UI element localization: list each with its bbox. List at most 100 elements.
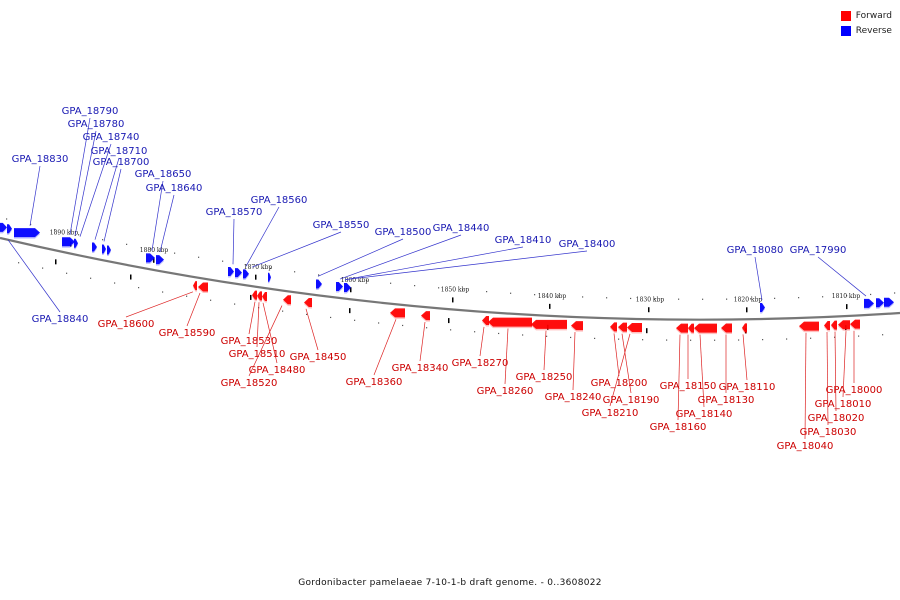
scale-dot bbox=[78, 234, 80, 236]
scale-label: 1810 kbp bbox=[832, 293, 861, 300]
gene-arrow-shadow bbox=[193, 282, 197, 292]
genome-backbone bbox=[0, 236, 900, 321]
forward-gene-label: GPA_18360 bbox=[346, 377, 403, 388]
forward-gene-label: GPA_18110 bbox=[719, 382, 776, 393]
gene-arrow-shadow bbox=[228, 268, 234, 278]
scale-dot bbox=[762, 339, 764, 341]
gene-arrow-shadow bbox=[14, 229, 40, 239]
reverse-gene-leader bbox=[245, 206, 280, 267]
reverse-gene-label: GPA_18740 bbox=[83, 132, 140, 143]
reverse-gene-arrow bbox=[760, 303, 765, 313]
scale-dot bbox=[570, 336, 572, 339]
gene-arrow-shadow bbox=[0, 224, 7, 234]
forward-gene-label: GPA_18210 bbox=[582, 408, 639, 419]
reverse-gene-label: GPA_17990 bbox=[790, 245, 847, 256]
forward-gene-leader bbox=[479, 326, 485, 357]
reverse-gene-arrow bbox=[146, 253, 155, 263]
forward-gene-arrow bbox=[193, 281, 197, 291]
scale-dot bbox=[594, 337, 596, 339]
scale-label: 1820 kbp bbox=[734, 296, 763, 303]
scale-dot bbox=[366, 280, 368, 282]
scale-dot bbox=[354, 319, 356, 321]
scale-dot bbox=[42, 267, 44, 269]
scale-dot bbox=[882, 334, 884, 336]
reverse-gene-arrow bbox=[156, 255, 164, 265]
gene-arrow-shadow bbox=[304, 299, 312, 309]
reverse-gene-label: GPA_18550 bbox=[313, 220, 370, 231]
scale-label: 1860 kbp bbox=[341, 277, 370, 284]
scale-dot bbox=[390, 282, 392, 284]
scale-dot bbox=[510, 292, 512, 294]
gene-arrow-shadow bbox=[336, 283, 343, 293]
forward-gene-leader bbox=[373, 319, 397, 376]
forward-gene-arrow bbox=[688, 323, 694, 333]
forward-gene-arrow bbox=[627, 322, 642, 332]
scale-tick bbox=[646, 328, 648, 334]
reverse-gene-leader bbox=[7, 239, 61, 313]
reverse-swatch bbox=[840, 25, 851, 36]
scale-dot bbox=[54, 229, 56, 231]
scale-label: 1840 kbp bbox=[538, 293, 567, 300]
forward-gene-leader bbox=[125, 291, 194, 318]
gene-arrow-shadow bbox=[831, 322, 837, 332]
reverse-gene-label: GPA_18500 bbox=[375, 227, 432, 238]
reverse-gene-label: GPA_18780 bbox=[68, 119, 125, 130]
reverse-gene-arrow bbox=[235, 268, 242, 278]
scale-dot bbox=[618, 338, 620, 340]
scale-dot bbox=[750, 298, 752, 300]
scale-dot bbox=[678, 298, 680, 300]
forward-gene-label: GPA_18030 bbox=[800, 427, 857, 438]
legend-reverse: Reverse bbox=[840, 23, 892, 38]
scale-dot bbox=[534, 294, 536, 296]
gene-arrow-shadow bbox=[610, 323, 617, 333]
forward-gene-leader bbox=[609, 333, 631, 407]
scale-dot bbox=[222, 260, 224, 262]
forward-gene-label: GPA_18450 bbox=[290, 352, 347, 363]
map-caption: Gordonibacter pamelaeae 7-10-1-b draft g… bbox=[298, 578, 602, 588]
forward-gene-label: GPA_18020 bbox=[808, 413, 865, 424]
forward-gene-arrow bbox=[838, 320, 850, 330]
forward-gene-label: GPA_18510 bbox=[229, 349, 286, 360]
scale-tick bbox=[549, 303, 551, 309]
scale-tick bbox=[250, 294, 252, 300]
forward-gene-arrow bbox=[850, 319, 860, 329]
gene-arrow-shadow bbox=[74, 240, 78, 250]
scale-label: 1850 kbp bbox=[441, 287, 470, 294]
forward-gene-leader bbox=[256, 302, 260, 348]
forward-gene-label: GPA_18140 bbox=[676, 409, 733, 420]
scale-dot bbox=[498, 332, 500, 335]
scale-dot bbox=[330, 316, 332, 319]
gene-arrow-shadow bbox=[156, 256, 164, 266]
forward-gene-arrow bbox=[799, 321, 819, 331]
scale-dot bbox=[462, 289, 464, 291]
scale-dot bbox=[654, 298, 656, 300]
scale-dot bbox=[798, 297, 800, 299]
forward-gene-leader bbox=[842, 331, 847, 398]
scale-dot bbox=[174, 252, 176, 254]
scale-tick bbox=[452, 297, 454, 303]
forward-gene-arrow bbox=[694, 323, 717, 333]
scale-dot bbox=[738, 339, 740, 341]
scale-dot bbox=[378, 322, 380, 324]
gene-arrow-shadow bbox=[742, 324, 747, 334]
forward-gene-label: GPA_18200 bbox=[591, 378, 648, 389]
gene-arrow-shadow bbox=[390, 309, 405, 319]
forward-gene-arrow bbox=[742, 323, 747, 333]
scale-dot bbox=[666, 339, 668, 341]
gene-arrow-shadow bbox=[283, 296, 291, 306]
gene-arrow-shadow bbox=[571, 322, 583, 332]
forward-gene-leader bbox=[742, 334, 748, 381]
reverse-gene-label: GPA_18080 bbox=[727, 245, 784, 256]
forward-gene-label: GPA_18240 bbox=[545, 392, 602, 403]
gene-arrow-shadow bbox=[694, 325, 717, 335]
scale-dot bbox=[858, 335, 860, 337]
reverse-gene-label: GPA_18400 bbox=[559, 239, 616, 250]
forward-gene-arrow bbox=[618, 322, 627, 332]
reverse-gene-leader bbox=[151, 180, 164, 251]
gene-arrow-shadow bbox=[92, 244, 97, 254]
gene-arrow-shadow bbox=[760, 304, 765, 314]
reverse-gene-label: GPA_18650 bbox=[135, 169, 192, 180]
reverse-gene-leader bbox=[103, 168, 122, 242]
forward-gene-leader bbox=[305, 308, 319, 351]
